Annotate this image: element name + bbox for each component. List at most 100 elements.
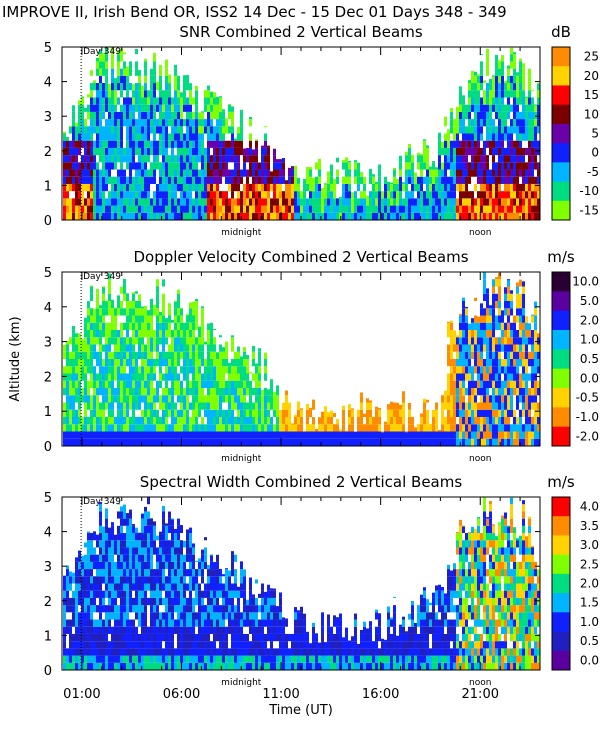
heatmap-cell: [231, 438, 234, 446]
heatmap-cell: [492, 322, 495, 330]
heatmap-cell: [96, 147, 99, 156]
heatmap-cell: [195, 337, 198, 345]
heatmap-cell: [183, 431, 186, 439]
heatmap-cell: [285, 212, 288, 220]
heatmap-cell: [174, 183, 177, 192]
heatmap-cell: [474, 198, 477, 206]
heatmap-cell: [123, 612, 126, 620]
heatmap-cell: [468, 162, 471, 170]
heatmap-cell: [345, 176, 348, 184]
heatmap-cell: [231, 140, 234, 148]
heatmap-cell: [483, 162, 486, 170]
heatmap-cell: [255, 373, 258, 381]
heatmap-cell: [273, 191, 276, 199]
heatmap-cell: [186, 424, 189, 432]
heatmap-cell: [306, 212, 309, 220]
heatmap-cell: [138, 111, 141, 120]
heatmap-cell: [237, 198, 240, 206]
heatmap-cell: [234, 380, 237, 388]
heatmap-cell: [216, 417, 219, 425]
heatmap-cell: [90, 308, 93, 316]
heatmap-cell: [210, 176, 213, 184]
heatmap-cell: [90, 183, 93, 192]
heatmap-cell: [69, 351, 72, 359]
heatmap-cell: [513, 155, 516, 163]
heatmap-cell: [192, 119, 195, 127]
heatmap-cell: [216, 431, 219, 439]
heatmap-cell: [195, 85, 198, 91]
heatmap-cell: [228, 417, 231, 425]
heatmap-cell: [165, 359, 168, 367]
heatmap-cell: [516, 176, 519, 184]
heatmap-cell: [165, 409, 168, 417]
heatmap-cell: [117, 380, 120, 388]
heatmap-cell: [132, 540, 135, 548]
heatmap-cell: [105, 176, 108, 184]
heatmap-cell: [270, 431, 273, 439]
heatmap-cell: [180, 198, 183, 206]
heatmap-cell: [201, 380, 204, 388]
heatmap-cell: [474, 366, 477, 374]
heatmap-cell: [84, 359, 87, 367]
heatmap-cell: [492, 212, 495, 220]
heatmap-cell: [348, 409, 351, 417]
heatmap-cell: [84, 438, 87, 446]
heatmap-cell: [90, 198, 93, 206]
heatmap-cell: [120, 605, 123, 613]
heatmap-cell: [153, 304, 156, 309]
heatmap-cell: [69, 662, 72, 670]
heatmap-cell: [66, 648, 69, 656]
heatmap-cell: [225, 176, 228, 184]
heatmap-cell: [144, 518, 147, 526]
heatmap-cell: [96, 590, 99, 598]
heatmap-cell: [150, 619, 153, 627]
heatmap-cell: [438, 183, 441, 192]
heatmap-cell: [372, 438, 375, 446]
heatmap-cell: [108, 547, 111, 555]
heatmap-cell: [108, 198, 111, 206]
heatmap-cell: [126, 212, 129, 220]
heatmap-cell: [510, 119, 513, 127]
heatmap-cell: [333, 198, 336, 206]
heatmap-cell: [477, 83, 480, 91]
colorbar-label: 25: [584, 50, 599, 64]
heatmap-cell: [417, 152, 420, 156]
heatmap-cell: [522, 212, 525, 220]
heatmap-cell: [486, 61, 489, 69]
heatmap-cell: [177, 104, 180, 112]
heatmap-cell: [402, 424, 405, 432]
heatmap-cell: [432, 431, 435, 439]
heatmap-cell: [501, 140, 504, 148]
heatmap-cell: [486, 83, 489, 91]
heatmap-cell: [114, 97, 117, 105]
heatmap-cell: [264, 176, 267, 184]
heatmap-cell: [261, 431, 264, 439]
heatmap-cell: [234, 183, 237, 192]
heatmap-cell: [486, 373, 489, 381]
heatmap-cell: [321, 191, 324, 199]
heatmap-cell: [162, 409, 165, 417]
heatmap-cell: [63, 626, 66, 634]
heatmap-cell: [90, 438, 93, 446]
heatmap-cell: [459, 191, 462, 199]
heatmap-cell: [327, 198, 330, 206]
heatmap-cell: [426, 169, 429, 177]
heatmap-cell: [87, 569, 90, 577]
heatmap-cell: [201, 169, 204, 177]
heatmap-cell: [387, 191, 390, 199]
heatmap-cell: [249, 183, 252, 192]
heatmap-cell: [483, 366, 486, 374]
heatmap-cell: [369, 417, 372, 425]
heatmap-cell: [330, 438, 333, 446]
heatmap-cell: [501, 212, 504, 220]
heatmap-cell: [510, 395, 513, 403]
heatmap-cell: [486, 344, 489, 352]
heatmap-cell: [138, 648, 141, 656]
heatmap-cell: [483, 140, 486, 148]
heatmap-cell: [447, 147, 450, 156]
heatmap-cell: [120, 344, 123, 352]
heatmap-cell: [225, 366, 228, 374]
heatmap-cell: [108, 330, 111, 338]
heatmap-cell: [432, 410, 435, 417]
heatmap-cell: [174, 90, 177, 98]
